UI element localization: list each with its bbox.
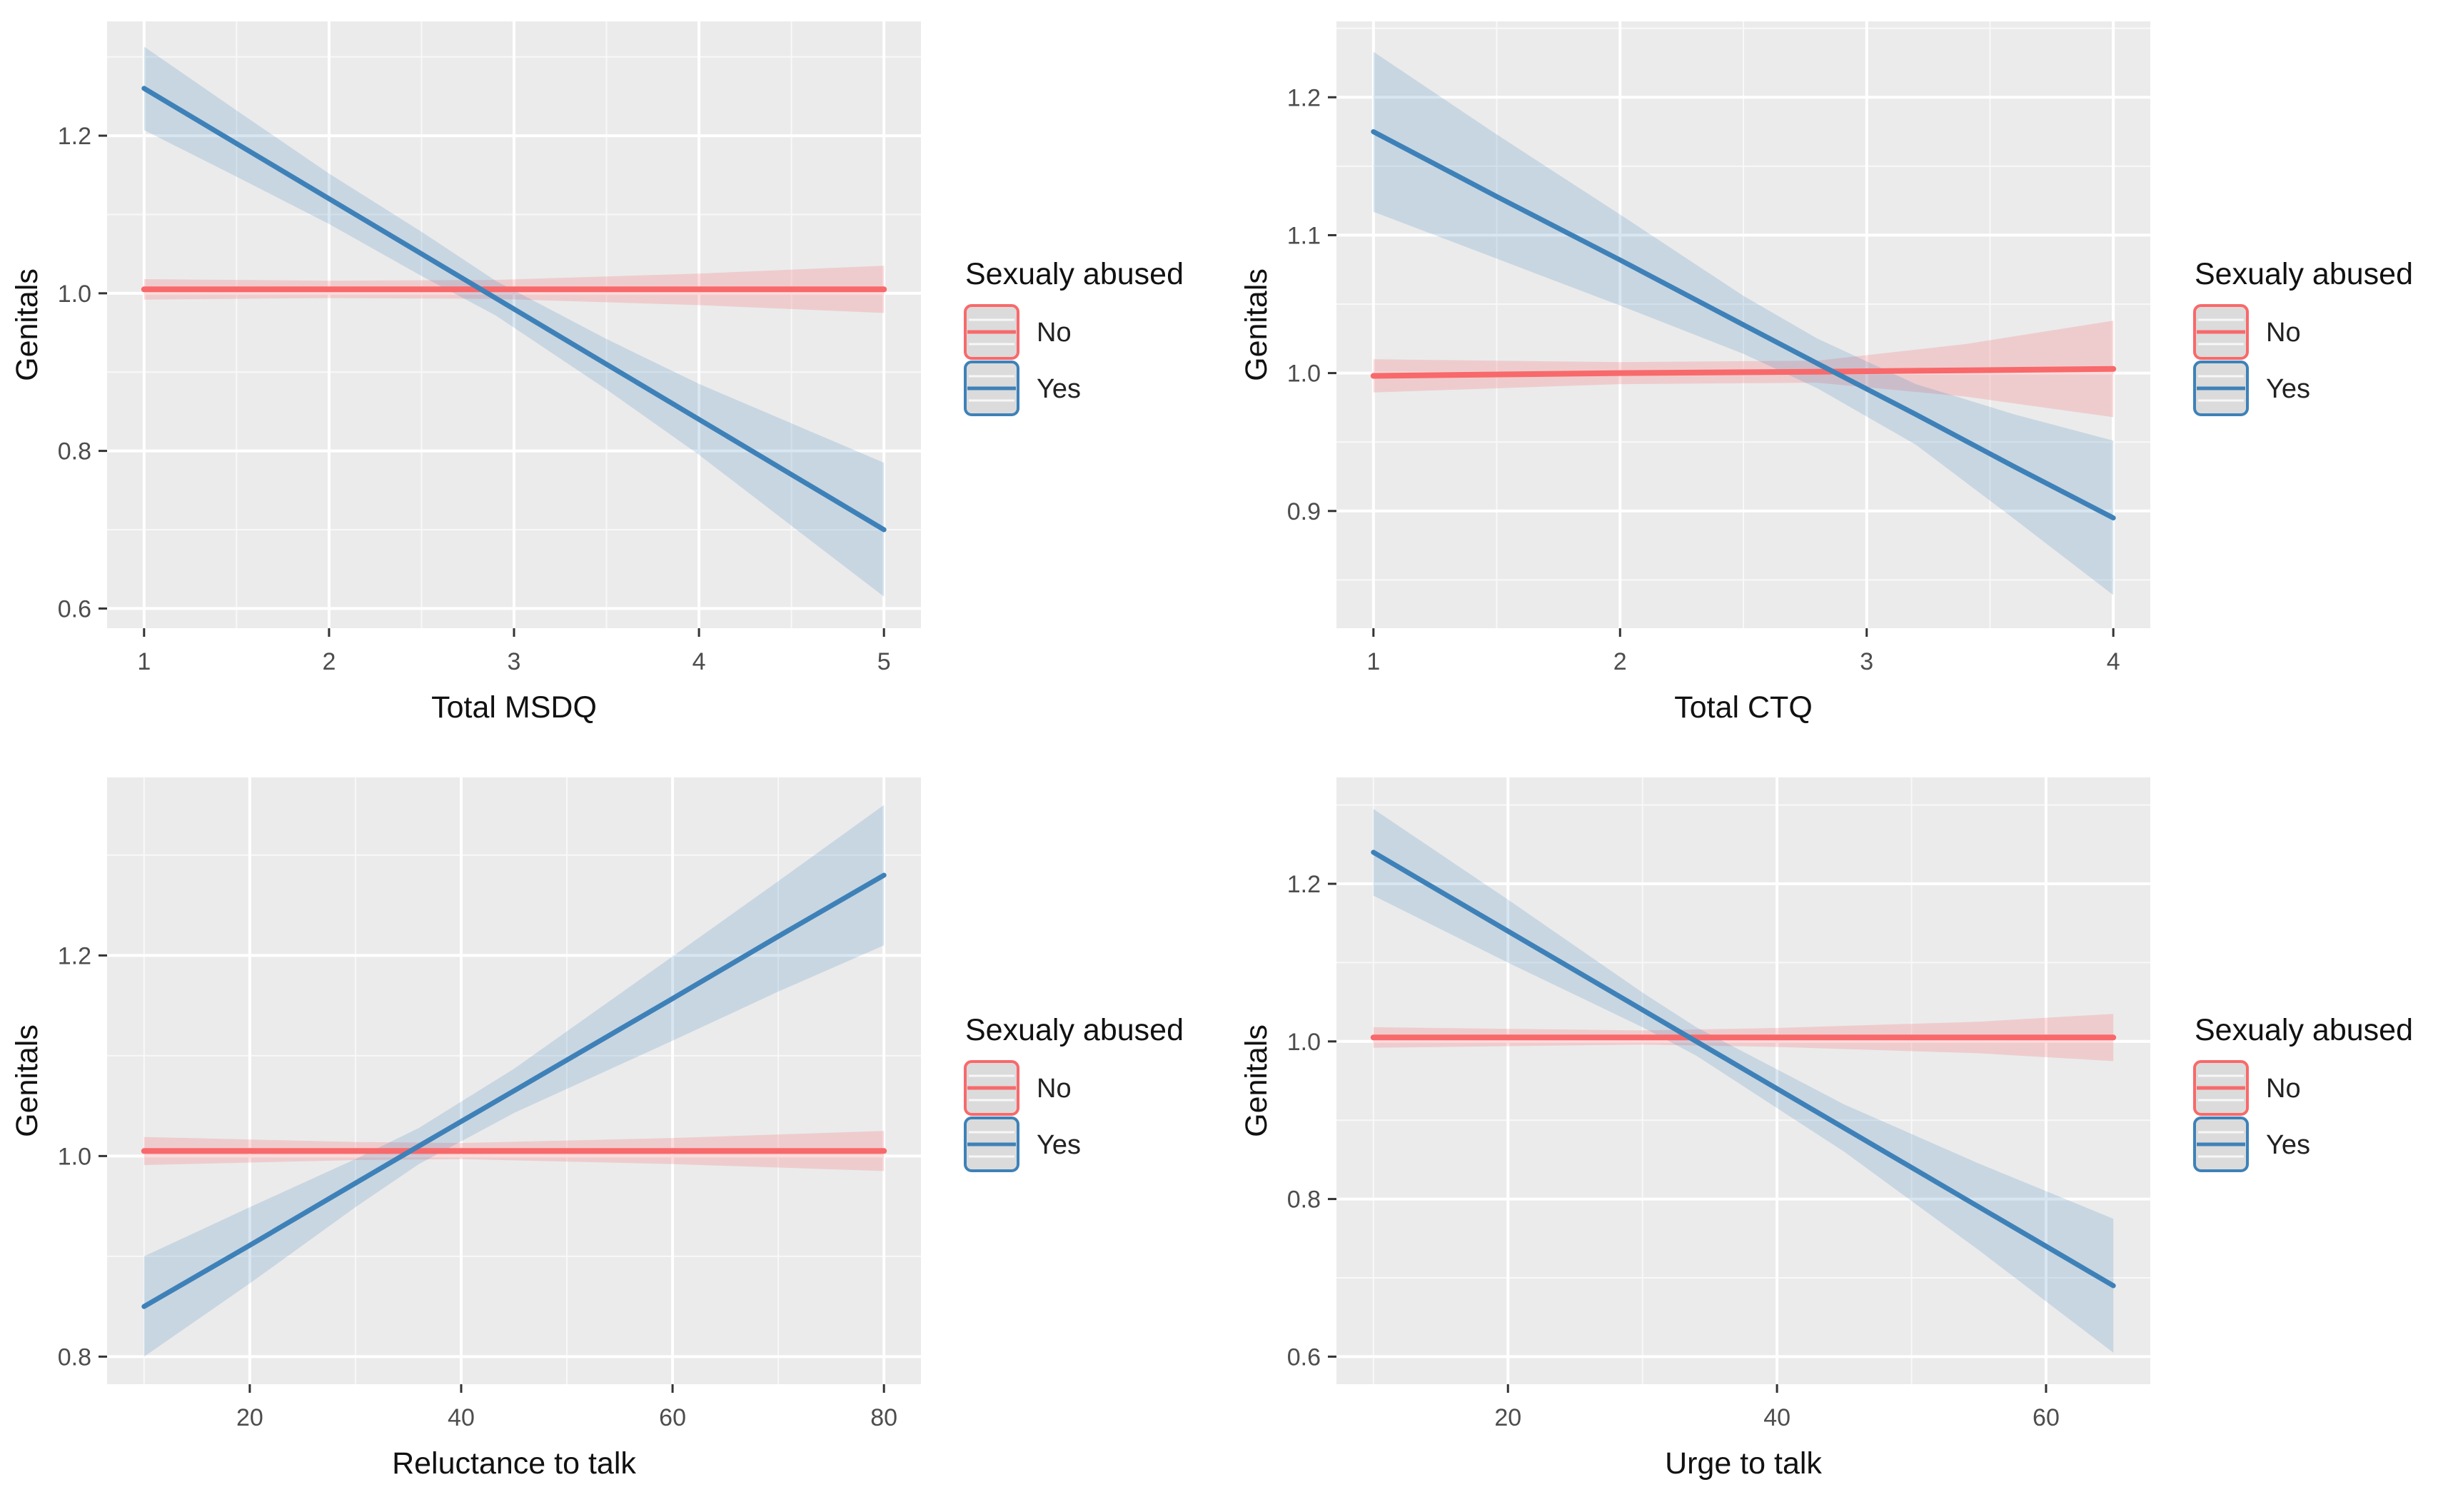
x-tick-label: 60 — [659, 1404, 686, 1431]
y-axis-title: Genitals — [10, 268, 44, 381]
x-tick-label: 20 — [1494, 1404, 1521, 1431]
x-tick-label: 60 — [2033, 1404, 2060, 1431]
major-gridlines — [1336, 777, 2150, 1384]
tick-marks — [99, 134, 885, 637]
minor-gridlines — [1336, 777, 2150, 1384]
chart-svg: 1 2 3 4 0.9 1.0 1.1 1.2 Total CTQ Genitals Sexualy… — [1239, 21, 2413, 725]
y-tick-label: 1.0 — [58, 1143, 91, 1170]
ci-band-yes — [143, 46, 885, 597]
ci-band-yes — [143, 805, 885, 1357]
y-tick-label: 1.2 — [58, 942, 91, 969]
legend-label-yes: Yes — [1037, 1130, 1081, 1160]
y-axis-title: Genitals — [10, 1024, 44, 1137]
plot-urge-to-talk: 20 40 60 0.6 0.8 1.0 1.2 Urge to talk Genitals Se… — [1229, 756, 2458, 1512]
trend-line-yes — [1371, 129, 2116, 520]
y-tick-label: 0.6 — [1287, 1344, 1321, 1371]
x-tick-label: 2 — [322, 648, 336, 675]
x-axis-title: Total MSDQ — [431, 690, 597, 725]
y-tick-label: 0.9 — [1287, 498, 1321, 525]
y-tick-label: 1.2 — [1287, 84, 1321, 111]
x-tick-label: 1 — [137, 648, 151, 675]
x-axis-title: Total CTQ — [1674, 690, 1813, 725]
legend-title: Sexualy abused — [2195, 1013, 2413, 1047]
legend: Sexualy abused No Yes — [964, 257, 1184, 416]
legend: Sexualy abused No Yes — [964, 1013, 1184, 1172]
trend-line-yes — [1371, 850, 2116, 1289]
y-tick-label: 0.6 — [58, 595, 91, 623]
x-tick-label: 80 — [870, 1404, 897, 1431]
chart-svg: 20 40 60 0.6 0.8 1.0 1.2 Urge to talk Genitals Se… — [1239, 777, 2413, 1481]
legend-title: Sexualy abused — [965, 1013, 1184, 1047]
x-tick-label: 4 — [692, 648, 706, 675]
major-gridlines — [107, 21, 921, 628]
legend-label-yes: Yes — [1037, 374, 1081, 404]
legend-label-yes: Yes — [2266, 1130, 2310, 1160]
plot-total-msdq: 1 2 3 4 5 0.6 0.8 1.0 1.2 Total MSDQ Genitals Sexua… — [0, 0, 1229, 756]
minor-gridlines — [107, 777, 921, 1384]
y-tick-label: 1.0 — [1287, 1029, 1321, 1056]
y-tick-label: 0.8 — [1287, 1186, 1321, 1214]
x-tick-label: 1 — [1366, 648, 1380, 675]
minor-gridlines — [1336, 21, 2150, 628]
y-tick-label: 1.2 — [58, 123, 91, 150]
legend: Sexualy abused No Yes — [2193, 1013, 2413, 1172]
legend-title: Sexualy abused — [965, 257, 1184, 291]
y-tick-label: 1.2 — [1287, 871, 1321, 898]
legend-label-no: No — [1037, 1074, 1072, 1104]
trend-line-no — [1370, 366, 2117, 379]
legend: Sexualy abused No Yes — [2193, 257, 2413, 416]
y-axis-title: Genitals — [1239, 268, 1274, 381]
legend-label-no: No — [2266, 1074, 2301, 1104]
tick-marks — [99, 954, 885, 1393]
x-tick-label: 5 — [877, 648, 891, 675]
x-axis-title: Urge to talk — [1665, 1446, 1822, 1481]
ci-band-yes — [1373, 809, 2114, 1353]
x-tick-label: 3 — [1860, 648, 1873, 675]
tick-marks — [1328, 882, 2048, 1393]
y-tick-label: 0.8 — [58, 1344, 91, 1371]
trend-line-yes — [141, 872, 887, 1309]
chart-svg: 20 40 60 80 0.8 1.0 1.2 Reluctance to talk Genit… — [10, 777, 1184, 1481]
x-tick-label: 40 — [448, 1404, 475, 1431]
chart-svg: 1 2 3 4 5 0.6 0.8 1.0 1.2 Total MSDQ Genitals Sexua… — [10, 21, 1184, 725]
y-tick-label: 0.8 — [58, 438, 91, 465]
legend-title: Sexualy abused — [2195, 257, 2413, 291]
x-axis-title: Reluctance to talk — [392, 1446, 636, 1481]
plot-panel — [1336, 777, 2150, 1384]
plot-reluctance-to-talk: 20 40 60 80 0.8 1.0 1.2 Reluctance to talk Genit… — [0, 756, 1229, 1512]
x-tick-label: 20 — [236, 1404, 263, 1431]
legend-label-no: No — [2266, 318, 2301, 348]
y-tick-label: 1.1 — [1287, 222, 1321, 249]
x-tick-label: 4 — [2107, 648, 2120, 675]
x-tick-label: 2 — [1613, 648, 1627, 675]
x-tick-label: 40 — [1763, 1404, 1790, 1431]
ci-band-no — [1373, 321, 2114, 418]
legend-label-no: No — [1037, 318, 1072, 348]
major-gridlines — [107, 777, 921, 1384]
legend-label-yes: Yes — [2266, 374, 2310, 404]
y-axis-title: Genitals — [1239, 1024, 1274, 1137]
tick-marks — [1328, 96, 2115, 637]
plot-panel — [107, 777, 921, 1384]
x-tick-label: 3 — [508, 648, 521, 675]
y-tick-label: 1.0 — [58, 281, 91, 308]
plot-total-ctq: 1 2 3 4 0.9 1.0 1.1 1.2 Total CTQ Genitals Sexualy… — [1229, 0, 2458, 756]
trend-line-yes — [141, 86, 887, 533]
y-tick-label: 1.0 — [1287, 361, 1321, 388]
